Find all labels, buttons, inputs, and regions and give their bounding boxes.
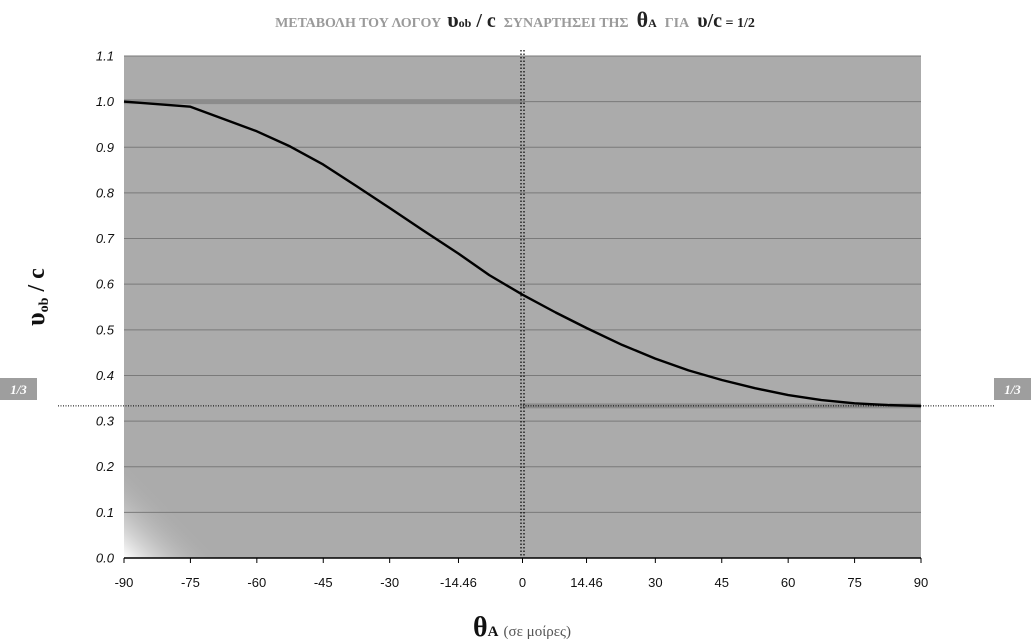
y-tick-label: 1.1 — [96, 49, 114, 64]
y-tick-label: 0.5 — [96, 322, 115, 337]
series-line — [123, 100, 922, 408]
x-tick-label: 90 — [914, 575, 928, 590]
x-tick-label: 60 — [781, 575, 795, 590]
plot-background — [124, 56, 921, 558]
x-tick-label: -90 — [115, 575, 134, 590]
y-tick-label: 1.0 — [96, 94, 115, 109]
x-tick-label: 30 — [648, 575, 662, 590]
y-tick-label: 0.7 — [96, 231, 115, 246]
y-tick-label: 0.2 — [96, 459, 115, 474]
y-tick-label: 0.1 — [96, 505, 114, 520]
x-tick-labels: -90 -75 -60 -45 -30 -14.46 0 14.46 30 45 60 75 90 — [115, 558, 928, 590]
y-tick-label: 0.6 — [96, 277, 115, 292]
gridlines — [124, 55, 921, 513]
x-tick-label: -30 — [380, 575, 399, 590]
left-third-marker: 1/3 — [0, 378, 37, 400]
y-tick-labels: 0.0 0.1 0.2 0.3 0.4 0.5 0.6 0.7 0.8 0.9 1.0 1.1 — [96, 49, 115, 566]
y-tick-label: 0.9 — [96, 140, 114, 155]
left-third-label: 1/3 — [10, 382, 27, 397]
y-tick-label: 0.4 — [96, 368, 114, 383]
chart-title: ΜΕΤΑΒΟΛΗ ΤΟΥ ΛΟΓΟΥ υob / c ΣΥΝΑΡΤΗΣΕΙ ΤΗΣ θ… — [275, 7, 755, 32]
right-third-marker: 1/3 — [994, 378, 1031, 400]
plot-area: 0.0 0.1 0.2 0.3 0.4 0.5 0.6 0.7 0.8 0.9 1.0 1.1 -90… — [58, 49, 994, 590]
x-tick-label: 45 — [715, 575, 729, 590]
plot-corner-gradient — [124, 448, 234, 558]
x-axis-title: θA (σε μοίρες) — [473, 612, 571, 643]
x-tick-label: -60 — [247, 575, 266, 590]
y-tick-label: 0.3 — [96, 414, 115, 429]
y-tick-label: 0.8 — [96, 185, 115, 200]
x-tick-label: -75 — [181, 575, 200, 590]
right-third-label: 1/3 — [1004, 382, 1021, 397]
x-tick-label: 75 — [847, 575, 861, 590]
x-tick-label: -45 — [314, 575, 333, 590]
x-tick-label: -14.46 — [440, 575, 477, 590]
x-tick-label: 14.46 — [570, 575, 603, 590]
y-axis-title: υob / c — [21, 268, 52, 326]
x-tick-label: 0 — [519, 575, 526, 590]
reference-lines — [58, 50, 994, 558]
y-tick-label: 0.0 — [96, 551, 115, 566]
